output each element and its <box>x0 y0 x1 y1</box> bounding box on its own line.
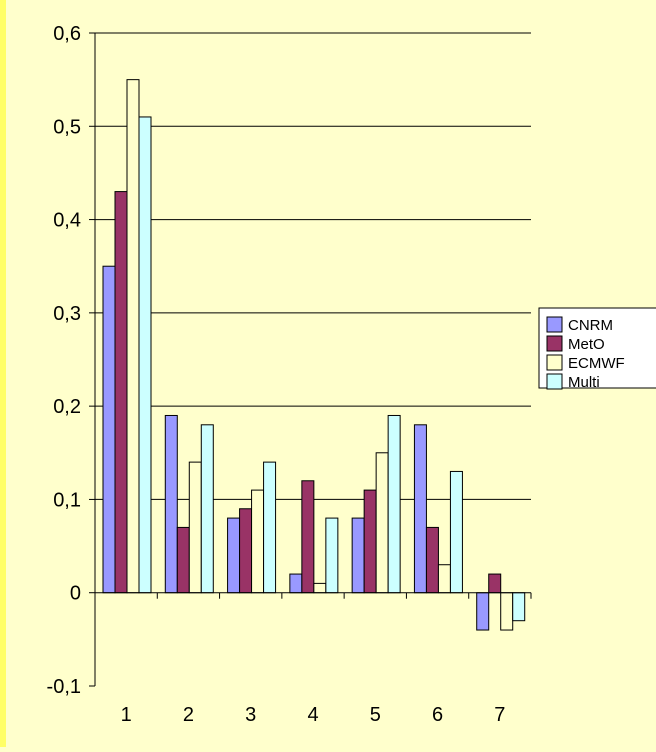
bar-ecmwf-4 <box>313 582 327 594</box>
bar-multi-5 <box>387 414 401 594</box>
y-tick-label: 0,1 <box>53 489 81 511</box>
gridlines <box>95 32 531 500</box>
legend-swatch-multi <box>546 373 563 390</box>
x-tick-label: 4 <box>307 704 318 726</box>
bar-cnrm-3 <box>227 517 241 594</box>
bar-ecmwf-5 <box>375 452 389 594</box>
legend-label-cnrm: CNRM <box>568 317 613 334</box>
bar-meto-7 <box>488 573 502 594</box>
bar-ecmwf-3 <box>251 489 265 594</box>
bar-multi-3 <box>263 461 277 594</box>
bar-meto-3 <box>239 508 253 594</box>
x-tick-label: 5 <box>370 704 381 726</box>
y-tick-label: 0 <box>70 583 81 605</box>
y-tick-label: 0,5 <box>53 116 81 138</box>
x-tick-label: 2 <box>183 704 194 726</box>
bar-ecmwf-1 <box>126 79 140 594</box>
legend-label-ecmwf: ECMWF <box>568 355 625 372</box>
y-tick-label: 0,6 <box>53 23 81 45</box>
legend-swatch-meto <box>546 335 563 352</box>
bars <box>102 79 526 631</box>
x-tick-label: 6 <box>432 704 443 726</box>
bar-cnrm-6 <box>413 424 427 594</box>
bar-cnrm-7 <box>476 592 490 631</box>
bar-cnrm-1 <box>102 265 116 594</box>
x-tick-label: 3 <box>245 704 256 726</box>
bar-multi-6 <box>449 470 463 594</box>
y-tick-label: 0,3 <box>53 303 81 325</box>
legend: CNRM MetO ECMWF Multi <box>538 307 656 391</box>
y-tick-labels: -0,1 0 0,1 0,2 0,3 0,4 0,5 0,6 <box>47 23 81 698</box>
axes <box>89 32 532 687</box>
bar-ecmwf-6 <box>437 564 451 594</box>
x-tick-labels: 1 2 3 4 5 6 7 <box>121 704 506 726</box>
x-tick-label: 7 <box>494 704 505 726</box>
bar-meto-2 <box>176 526 190 594</box>
bar-cnrm-2 <box>164 414 178 594</box>
bar-multi-7 <box>512 592 526 622</box>
bar-multi-4 <box>325 517 339 594</box>
bar-meto-1 <box>114 191 128 594</box>
legend-swatch-cnrm <box>546 316 563 333</box>
legend-label-multi: Multi <box>568 374 600 391</box>
bar-multi-2 <box>200 424 214 594</box>
y-tick-label: -0,1 <box>47 676 81 698</box>
bar-chart: -0,1 0 0,1 0,2 0,3 0,4 0,5 0,6 1 2 3 4 5 6 7 CNRM MetO… <box>47 23 656 726</box>
y-tick-label: 0,4 <box>53 210 81 232</box>
bar-cnrm-4 <box>289 573 303 594</box>
x-tick-label: 1 <box>121 704 132 726</box>
bar-cnrm-5 <box>351 517 365 594</box>
legend-swatch-ecmwf <box>546 354 563 371</box>
bar-ecmwf-2 <box>188 461 202 594</box>
legend-label-meto: MetO <box>568 336 605 353</box>
y-tick-label: 0,2 <box>53 396 81 418</box>
bar-multi-1 <box>138 116 152 594</box>
bar-meto-4 <box>301 480 315 594</box>
bar-ecmwf-7 <box>500 592 514 631</box>
bar-meto-5 <box>363 489 377 594</box>
bar-meto-6 <box>425 526 439 594</box>
